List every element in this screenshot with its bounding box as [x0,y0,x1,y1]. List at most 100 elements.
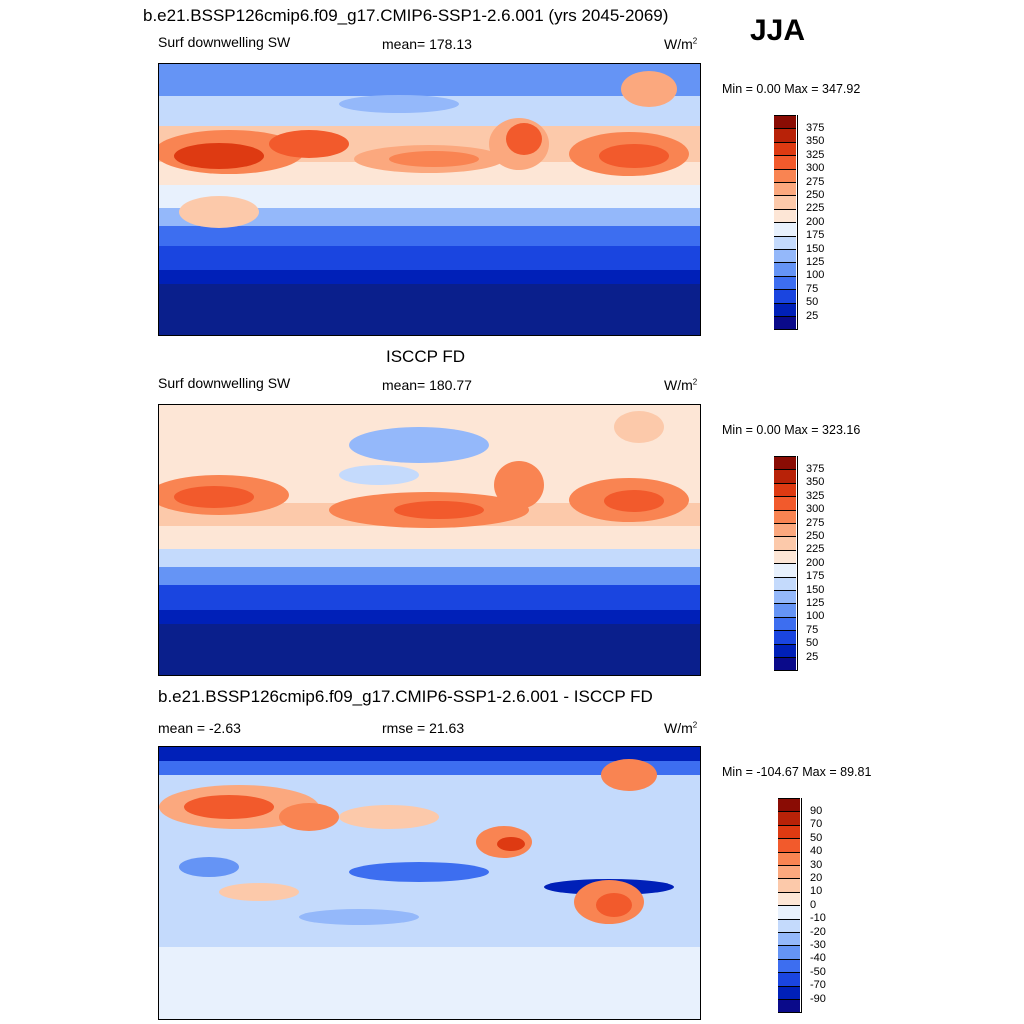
panel-2-variable-label: Surf downwelling SW [158,375,291,391]
colorbar-tick-label: 75 [806,623,819,636]
colorbar-tick-label: -20 [810,925,826,938]
colorbar-swatch [774,536,796,550]
panel-3-mean-label: mean = -2.63 [158,720,241,736]
colorbar-swatch [778,851,800,865]
colorbar-tick-label: 250 [806,529,825,542]
panel-2-minmax: Min = 0.00 Max = 323.16 [722,423,861,437]
panel-1-map [158,63,701,336]
colorbar-swatch [774,275,796,290]
colorbar-tick-label: -70 [810,979,826,992]
colorbar-tick-label: 70 [810,818,823,831]
panel-1-title: b.e21.BSSP126cmip6.f09_g17.CMIP6-SSP1-2.… [143,6,669,25]
colorbar-swatch [774,456,796,470]
colorbar-tick-label: 100 [806,610,825,623]
colorbar-swatch [778,945,800,959]
panel-3-contour-field [159,747,700,1019]
colorbar-tick-label: -10 [810,912,826,925]
colorbar-swatch [774,195,796,209]
colorbar-swatch [778,918,800,932]
colorbar-swatch [774,115,796,129]
colorbar-tick-label: -30 [810,938,826,951]
colorbar-swatch [778,891,800,906]
panel-2-map [158,404,701,676]
season-label: JJA [750,14,806,47]
colorbar-swatch [774,523,796,537]
colorbar-tick-label: 200 [806,556,825,569]
colorbar-tick-label: 275 [806,516,825,529]
colorbar-swatch [778,905,800,919]
panel-1-units: W/m2 [664,36,698,52]
colorbar-tick-label: 250 [806,188,825,201]
colorbar-tick-label: 40 [810,845,823,858]
colorbar-tick-label: 300 [806,503,825,516]
colorbar-tick-label: 175 [806,570,825,583]
panel-1-variable-label: Surf downwelling SW [158,34,291,50]
colorbar-swatch [774,496,796,510]
colorbar-swatch [778,865,800,879]
colorbar-tick-label: 325 [806,489,825,502]
colorbar-swatch [774,168,796,182]
colorbar-tick-label: 350 [806,476,825,489]
colorbar-tick-label: 150 [806,583,825,596]
panel-1-mean-label: mean= 178.13 [382,36,472,52]
colorbar-swatch [774,509,796,523]
colorbar-tick-label: 25 [806,650,819,663]
panel-1-minmax: Min = 0.00 Max = 347.92 [722,82,861,96]
colorbar-tick-label: -90 [810,992,826,1005]
colorbar-swatch [774,302,796,316]
colorbar-tick-label: 75 [806,282,819,295]
colorbar-tick-label: 125 [806,596,825,609]
colorbar-tick-label: 125 [806,255,825,268]
panel-3-units: W/m2 [664,720,698,736]
colorbar-tick-label: 350 [806,135,825,148]
colorbar-swatch [778,999,800,1013]
colorbar-tick-label: 25 [806,309,819,322]
colorbar-tick-label: 30 [810,858,823,871]
colorbar-swatch [778,838,800,852]
colorbar-tick-label: 50 [806,296,819,309]
panel-3-map [158,746,701,1020]
colorbar-swatch [774,657,796,671]
colorbar-swatch [774,222,796,236]
colorbar-swatch [774,616,796,631]
colorbar-swatch [774,563,796,577]
colorbar-swatch [774,249,796,263]
colorbar-tick-label: 225 [806,543,825,556]
colorbar-tick-label: 90 [810,804,823,817]
colorbar-swatch [778,798,800,812]
colorbar-swatch [774,141,796,156]
colorbar-swatch [774,235,796,249]
colorbar-swatch [774,316,796,330]
colorbar-tick-label: 375 [806,121,825,134]
colorbar-swatch [778,985,800,999]
colorbar-swatch [774,262,796,276]
panel-2-title: ISCCP FD [386,347,466,366]
colorbar-tick-label: -50 [810,965,826,978]
colorbar-tick-label: 375 [806,462,825,475]
colorbar-tick-label: 10 [810,885,823,898]
colorbar-tick-label: 100 [806,269,825,282]
colorbar-swatch [778,958,800,973]
panel-1-contour-field [159,64,700,335]
colorbar-swatch [778,878,800,892]
panel-3-rmse-label: rmse = 21.63 [382,720,465,736]
colorbar-swatch [774,576,796,590]
panel-3-title: b.e21.BSSP126cmip6.f09_g17.CMIP6-SSP1-2.… [158,687,653,706]
colorbar-swatch [774,128,796,142]
colorbar-tick-label: 325 [806,148,825,161]
colorbar-tick-label: 50 [806,637,819,650]
colorbar-swatch [774,469,796,483]
colorbar-swatch [778,824,800,839]
colorbar-swatch [774,630,796,644]
panel-3-minmax: Min = -104.67 Max = 89.81 [722,765,872,779]
colorbar-tick-label: 300 [806,162,825,175]
colorbar-swatch [778,932,800,946]
colorbar-swatch [774,643,796,657]
panel-2-units: W/m2 [664,377,698,393]
colorbar-swatch [774,289,796,303]
colorbar-tick-label: 275 [806,175,825,188]
colorbar-swatch [774,182,796,196]
colorbar-tick-label: 50 [810,831,823,844]
colorbar-swatch [778,972,800,986]
colorbar-tick-label: 0 [810,898,817,911]
